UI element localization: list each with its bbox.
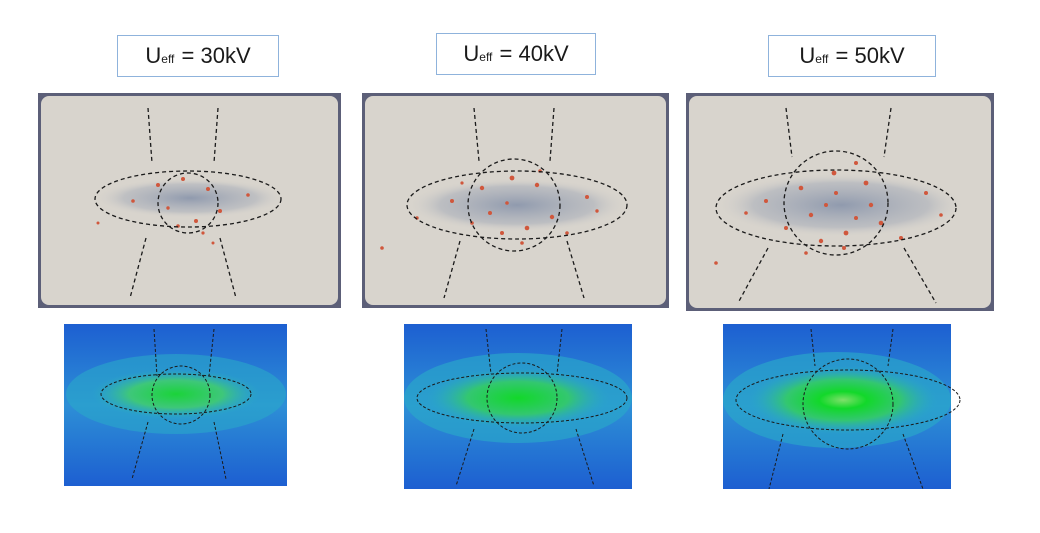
heatmap-40kv — [404, 324, 632, 489]
voltage-symbol: U — [463, 41, 480, 66]
voltage-subscript: eff — [815, 52, 829, 66]
voltage-value: = 40kV — [499, 41, 569, 66]
dashed-outlines — [94, 107, 282, 299]
voltage-symbol: U — [145, 43, 162, 68]
red-particles — [96, 177, 250, 245]
heatmap-30kv — [64, 324, 287, 486]
voltage-subscript: eff — [479, 50, 493, 64]
heatmap-50kv — [723, 324, 963, 489]
voltage-subscript: eff — [161, 52, 175, 66]
deposition-photo-50kv — [686, 93, 994, 311]
voltage-value: = 30kV — [181, 43, 251, 68]
voltage-symbol: U — [799, 43, 816, 68]
deposition-photo-30kv — [38, 93, 341, 308]
voltage-value: = 50kV — [835, 43, 905, 68]
deposition-photo-40kv — [362, 93, 669, 308]
